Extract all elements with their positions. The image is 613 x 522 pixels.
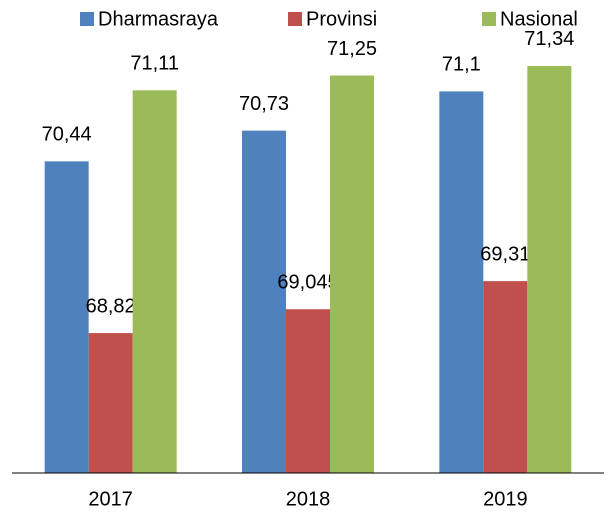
bar (242, 130, 286, 473)
data-label: 70,73 (239, 93, 289, 115)
data-label: 68,82 (86, 295, 136, 317)
x-tick-label: 2018 (286, 488, 331, 510)
data-label: 69,045 (277, 272, 338, 294)
bar (439, 91, 484, 474)
bar (286, 309, 330, 473)
data-label: 70,44 (42, 124, 92, 146)
x-tick-label: 2019 (483, 488, 528, 510)
legend-label: Provinsi (306, 8, 377, 30)
bar (132, 90, 177, 473)
bar (527, 65, 572, 474)
data-label: 71,1 (442, 54, 481, 76)
data-label: 71,34 (524, 28, 574, 50)
bar (44, 161, 89, 474)
data-label: 69,31 (480, 243, 530, 265)
legend-label: Nasional (500, 8, 578, 30)
data-label: 71,11 (130, 53, 179, 75)
data-label: 71,25 (327, 38, 377, 60)
x-tick-label: 2017 (88, 488, 133, 510)
legend-swatch (482, 12, 496, 26)
legend-swatch (80, 12, 94, 26)
bar (88, 333, 133, 473)
bar (483, 281, 528, 473)
legend-label: Dharmasraya (98, 8, 219, 30)
legend-swatch (288, 12, 302, 26)
bar (330, 75, 374, 473)
